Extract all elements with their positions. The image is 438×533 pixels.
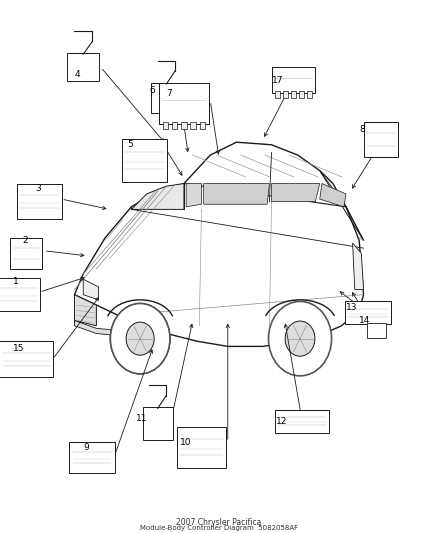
Circle shape <box>268 302 332 376</box>
FancyBboxPatch shape <box>122 139 167 182</box>
Text: 17: 17 <box>272 76 283 85</box>
FancyBboxPatch shape <box>272 68 315 93</box>
FancyBboxPatch shape <box>69 442 115 473</box>
Text: 1: 1 <box>13 277 19 286</box>
Text: 2: 2 <box>22 236 28 245</box>
FancyBboxPatch shape <box>275 91 280 98</box>
FancyBboxPatch shape <box>172 122 177 129</box>
Text: 2007 Chrysler Pacifica: 2007 Chrysler Pacifica <box>177 518 261 527</box>
FancyBboxPatch shape <box>159 83 209 124</box>
Polygon shape <box>272 183 320 201</box>
FancyBboxPatch shape <box>367 324 386 338</box>
FancyBboxPatch shape <box>200 122 205 129</box>
Text: 6: 6 <box>149 86 155 95</box>
FancyBboxPatch shape <box>143 407 173 440</box>
Text: 3: 3 <box>35 184 41 193</box>
Circle shape <box>110 303 170 374</box>
FancyBboxPatch shape <box>152 83 182 114</box>
Text: 5: 5 <box>127 140 133 149</box>
Text: 7: 7 <box>166 88 172 98</box>
Polygon shape <box>83 279 99 300</box>
FancyBboxPatch shape <box>299 91 304 98</box>
FancyBboxPatch shape <box>163 122 168 129</box>
FancyBboxPatch shape <box>364 122 399 157</box>
FancyBboxPatch shape <box>307 91 312 98</box>
Polygon shape <box>320 183 346 207</box>
Text: 11: 11 <box>136 414 147 423</box>
FancyBboxPatch shape <box>67 53 99 81</box>
Text: 4: 4 <box>74 70 80 79</box>
FancyBboxPatch shape <box>345 302 391 324</box>
Text: 12: 12 <box>276 417 287 426</box>
Polygon shape <box>74 320 123 336</box>
Text: 13: 13 <box>346 303 357 312</box>
FancyBboxPatch shape <box>275 410 329 433</box>
Polygon shape <box>353 243 364 289</box>
Polygon shape <box>131 183 184 209</box>
FancyBboxPatch shape <box>191 122 196 129</box>
Text: 9: 9 <box>83 443 89 451</box>
Circle shape <box>126 322 154 355</box>
Polygon shape <box>186 183 201 207</box>
FancyBboxPatch shape <box>17 184 62 220</box>
Text: 8: 8 <box>359 125 365 134</box>
Text: Module-Body Controller Diagram  5082058AF: Module-Body Controller Diagram 5082058AF <box>140 526 298 531</box>
Polygon shape <box>74 142 364 346</box>
FancyBboxPatch shape <box>291 91 296 98</box>
Polygon shape <box>204 183 269 204</box>
FancyBboxPatch shape <box>283 91 288 98</box>
FancyBboxPatch shape <box>0 342 53 377</box>
Circle shape <box>285 321 315 356</box>
Text: 15: 15 <box>13 344 25 353</box>
FancyBboxPatch shape <box>0 278 40 311</box>
FancyBboxPatch shape <box>10 238 42 269</box>
Polygon shape <box>74 295 96 326</box>
FancyBboxPatch shape <box>177 427 226 467</box>
Circle shape <box>110 303 170 374</box>
Text: 10: 10 <box>180 438 191 447</box>
Text: 14: 14 <box>359 316 371 325</box>
FancyBboxPatch shape <box>181 122 187 129</box>
